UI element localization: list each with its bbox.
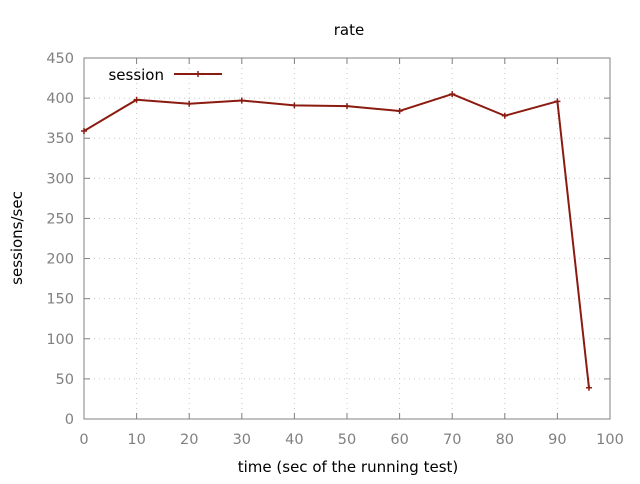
y-tick-label-150: 150 (46, 292, 74, 308)
x-tick-label-40: 40 (285, 432, 303, 448)
series-layer (81, 91, 592, 391)
y-axis-ticks: 0 50 100 150 200 250 300 350 400 450 (46, 51, 610, 428)
y-tick-label-100: 100 (46, 332, 74, 348)
x-tick-label-30: 30 (233, 432, 251, 448)
data-point-session-2 (186, 100, 193, 107)
data-point-session-9 (554, 98, 561, 105)
grid (84, 58, 610, 419)
x-axis-ticks: 0 10 20 30 40 50 60 70 80 90 100 (79, 58, 624, 448)
y-tick-label-0: 0 (65, 412, 74, 428)
x-tick-label-20: 20 (180, 432, 198, 448)
data-point-session-3 (238, 97, 245, 104)
data-point-session-4 (291, 102, 298, 109)
x-axis-title: time (sec of the running test) (238, 458, 459, 476)
data-point-session-1 (133, 96, 140, 103)
data-point-session-6 (396, 107, 403, 114)
y-tick-label-250: 250 (46, 211, 74, 227)
x-tick-label-90: 90 (548, 432, 566, 448)
legend: session (108, 66, 222, 84)
y-tick-label-50: 50 (56, 372, 74, 388)
data-point-session-5 (344, 103, 350, 110)
x-tick-label-70: 70 (443, 432, 461, 448)
x-tick-label-10: 10 (127, 432, 145, 448)
data-point-session-0 (81, 128, 87, 135)
y-tick-label-400: 400 (46, 91, 74, 107)
x-tick-label-100: 100 (596, 432, 624, 448)
x-tick-label-0: 0 (79, 432, 88, 448)
data-point-session-10 (585, 384, 592, 391)
data-point-session-7 (449, 91, 456, 98)
legend-marker-session (195, 71, 199, 77)
y-tick-label-300: 300 (46, 171, 74, 187)
legend-label-session: session (108, 66, 164, 84)
data-point-session-8 (501, 112, 508, 119)
y-axis-title: sessions/sec (8, 191, 26, 285)
x-tick-label-80: 80 (496, 432, 514, 448)
y-tick-label-200: 200 (46, 252, 74, 268)
x-tick-label-50: 50 (338, 432, 356, 448)
x-tick-label-60: 60 (390, 432, 408, 448)
y-tick-label-350: 350 (46, 131, 74, 147)
y-tick-label-450: 450 (46, 51, 74, 67)
chart-title: rate (334, 21, 364, 39)
